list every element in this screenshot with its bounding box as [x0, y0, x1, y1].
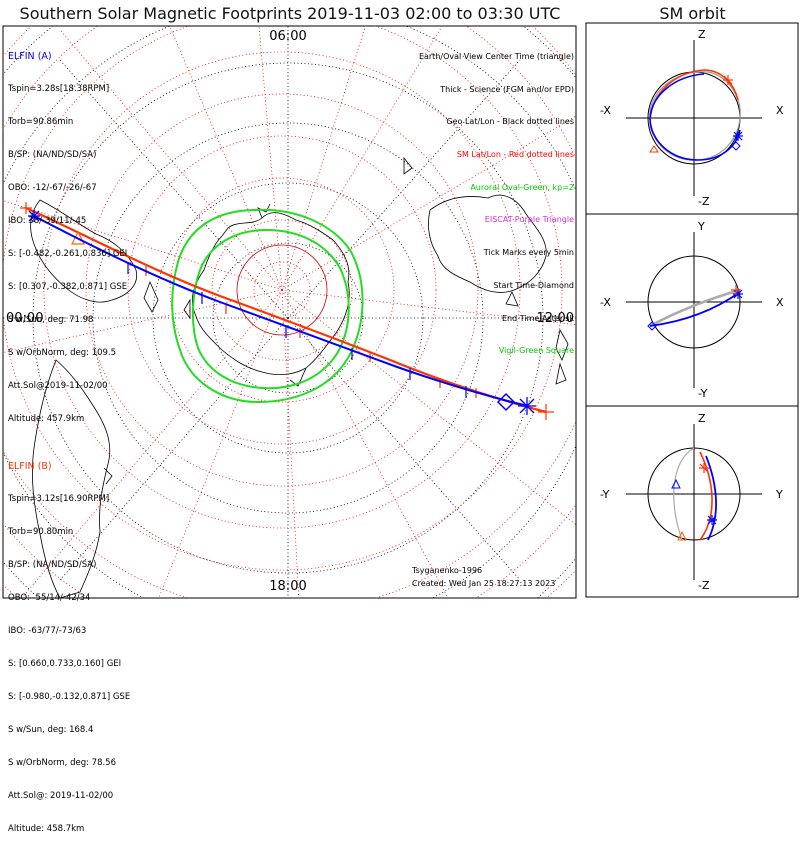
sat-a-name: ELFIN (A) — [8, 51, 52, 62]
orbit-frame — [585, 22, 799, 598]
legend-item: Earth/Oval View Center Time (triangle) — [418, 51, 574, 61]
time-label-bottom: 18:00 — [269, 579, 306, 594]
legend-item: EISCAT-Purple Triangle — [484, 215, 574, 225]
sat-a-start-asterisk-icon — [28, 210, 40, 222]
legend-item: Vigil-Green Square — [498, 346, 574, 356]
panel3-label-right: Y — [775, 488, 783, 501]
panel3-label-left: -Y — [600, 488, 610, 501]
sat-b-line: Tspin=3.12s[16.90RPM] — [8, 494, 110, 504]
panel2-label-right: X — [776, 296, 784, 309]
sat-b-line: S: [0.660,0.733,0.160] GEI — [8, 659, 122, 669]
panel1-label-left: -X — [600, 104, 611, 117]
sat-a-line: S w/OrbNorm, deg: 109.5 — [8, 348, 117, 358]
sat-a-line: Torb=90.86min — [8, 117, 74, 127]
sm-pole-circle — [236, 244, 328, 336]
sat-a-line: B/SP: (NA/ND/SD/SA) — [8, 150, 97, 160]
sat-b-line: S w/OrbNorm, deg: 78.56 — [8, 758, 117, 768]
sat-a-start-diamond-icon — [496, 392, 516, 412]
legend-item: Start Time-Diamond — [493, 280, 574, 290]
credit-created: Created: Wed Jan 25 18:27:13 2023 — [412, 579, 556, 588]
panel3-label-top: Z — [698, 412, 706, 425]
sat-b-line: S w/Sun, deg: 168.4 — [8, 725, 94, 735]
geo-grid — [3, 26, 576, 598]
sat-b-line: OBO: -55/14/-42/34 — [8, 593, 91, 603]
legend-item: End Time-Asterisk — [501, 313, 574, 323]
sat-b-line: Att.Sol@: 2019-11-02/00 — [8, 791, 114, 801]
coastlines — [30, 156, 569, 598]
legend-item: Auroral Oval-Green, kp=2 — [470, 182, 574, 192]
sat-a-line: S: [-0.482,-0.261,0.836] GEI — [8, 249, 128, 259]
time-label-left: 00:00 — [6, 311, 43, 326]
panel1-label-bottom: -Z — [698, 195, 710, 208]
time-label-top: 06:00 — [269, 29, 306, 44]
orbit-panel-yz — [626, 424, 762, 580]
sat-a-line: Tspin=3.28s[18.38RPM] — [8, 84, 110, 94]
orbit-panel-xz — [626, 40, 762, 196]
panel1-label-right: X — [776, 104, 784, 117]
sm-grid — [3, 26, 576, 598]
sat-b-info: ELFIN (B) Tspin=3.12s[16.90RPM] Torb=90.… — [8, 439, 130, 846]
orbit-title: SM orbit — [659, 4, 726, 23]
sat-b-name: ELFIN (B) — [8, 461, 52, 472]
sat-b-line: Altitude: 458.7km — [8, 824, 85, 834]
legend: Earth/Oval View Center Time (triangle) T… — [419, 30, 574, 368]
sat-a-track — [28, 210, 536, 415]
time-label-right: 12:00 — [537, 311, 574, 326]
auroral-oval — [171, 208, 364, 404]
sat-a-line: Att.Sol@2019-11-02/00 — [8, 381, 108, 391]
panel2-label-top: Y — [697, 220, 705, 233]
panel2-label-bottom: -Y — [698, 387, 708, 400]
legend-item: Tick Marks every 5min — [483, 248, 574, 258]
sat-b-line: Torb=90.80min — [8, 527, 74, 537]
sat-b-line: IBO: -63/77/-73/63 — [8, 626, 87, 636]
sat-b-line: S: [-0.980,-0.132,0.871] GSE — [8, 692, 131, 702]
sat-a-line: IBO: 38/-39/11/-45 — [8, 216, 87, 226]
sat-a-line: S: [0.307,-0.382,0.871] GSE — [8, 282, 128, 292]
sat-b-line: B/SP: (NA/ND/SD/SA) — [8, 560, 97, 570]
panel3-label-bottom: -Z — [698, 579, 710, 592]
sat-a-line: Altitude: 457.9km — [8, 414, 85, 424]
map-frame — [2, 25, 577, 599]
legend-item: Thick - Science (FGM and/or EPD) — [440, 84, 574, 94]
footprint-map: 06:00 00:00 12:00 18:00 Z -Z -X X — [2, 22, 799, 599]
sat-a-line: S w/Sun, deg: 71.98 — [8, 315, 94, 325]
legend-item: Geo Lat/Lon - Black dotted lines — [446, 117, 574, 127]
panel1-label-top: Z — [698, 28, 706, 41]
legend-item: SM Lat/Lon - Red dotted lines — [456, 149, 574, 159]
credit-author: Tsyganenko-1996 — [412, 566, 483, 575]
panel2-label-left: -X — [600, 296, 611, 309]
sat-a-info: ELFIN (A) Tspin=3.28s[18.38RPM] Torb=90.… — [8, 29, 127, 436]
plot-title: Southern Solar Magnetic Footprints 2019-… — [19, 4, 561, 23]
orbit-panel-xy — [626, 232, 762, 388]
sat-a-line: OBO: -12/-67/-26/-67 — [8, 183, 97, 193]
sat-a-end-asterisk-icon — [518, 397, 536, 415]
